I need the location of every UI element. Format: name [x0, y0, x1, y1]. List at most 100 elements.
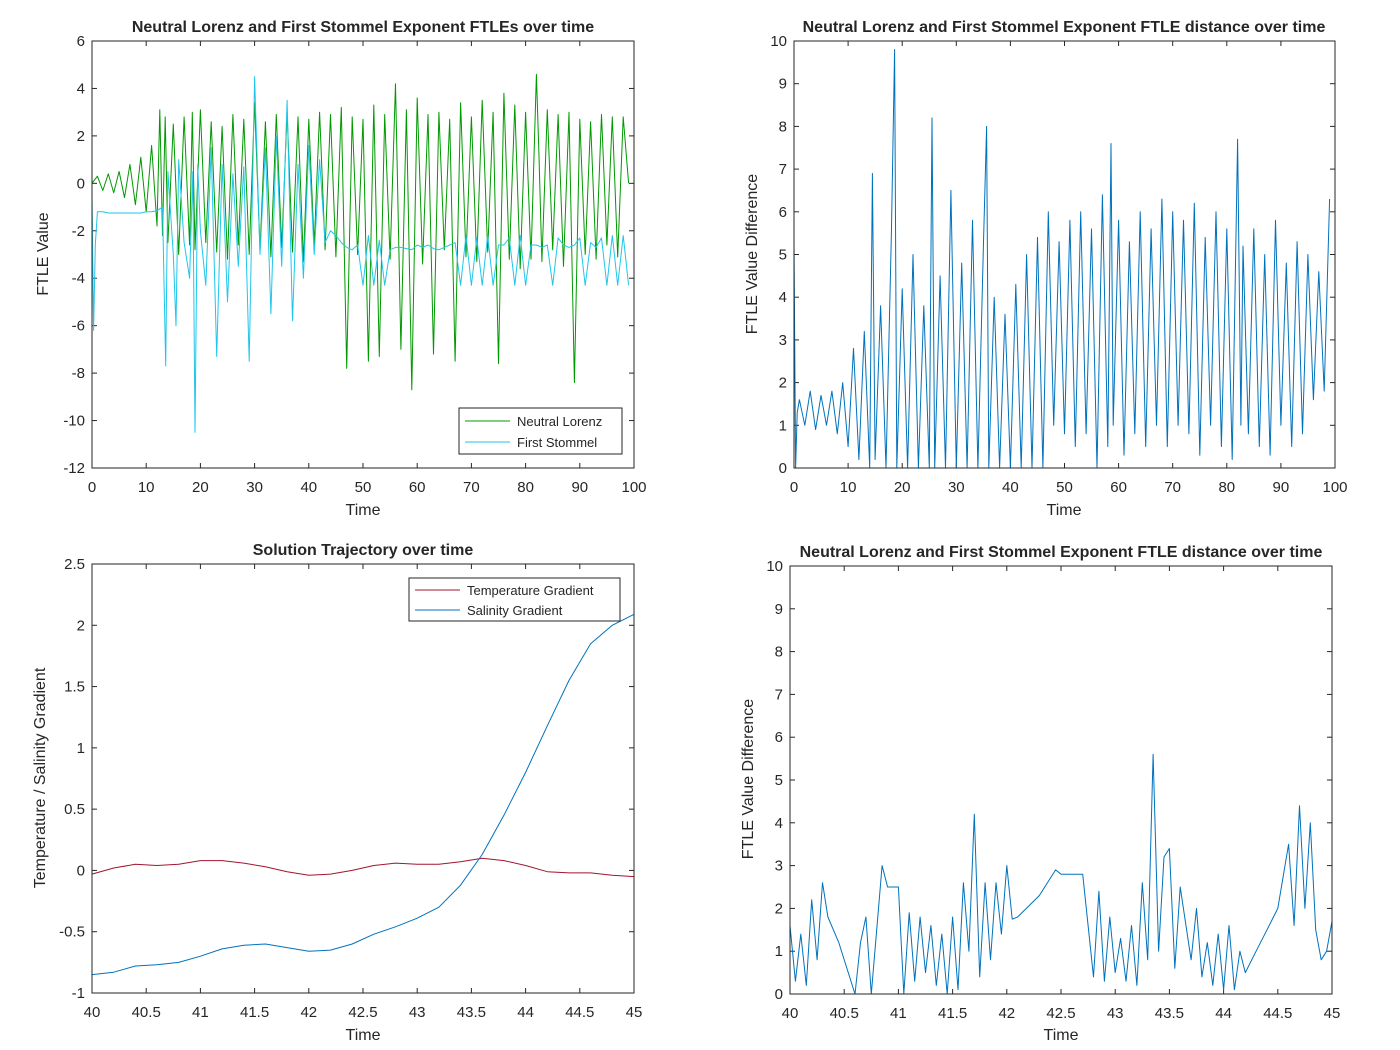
series-line-first-stommel — [91, 76, 630, 433]
y-tick-label: 0 — [775, 986, 783, 1003]
x-tick-label: 43 — [1107, 1005, 1124, 1022]
x-tick-label: 42 — [998, 1005, 1015, 1022]
series-layer — [789, 753, 1333, 995]
series-line-ftle-distance — [789, 753, 1333, 995]
y-tick-label: 10 — [766, 558, 783, 575]
x-tick-label: 43.5 — [457, 1004, 486, 1021]
legend-label-neutral-lorenz: Neutral Lorenz — [517, 414, 602, 429]
x-tick-label: 40 — [1002, 479, 1019, 496]
chart-title: Neutral Lorenz and First Stommel Exponen… — [132, 19, 594, 36]
series-layer — [91, 73, 630, 433]
x-tick-label: 40 — [300, 479, 317, 496]
series-line-ftle-distance — [793, 49, 1331, 469]
y-tick-label: 2 — [77, 128, 85, 145]
x-tick-label: 90 — [571, 479, 588, 496]
y-tick-label: -0.5 — [59, 924, 85, 941]
legend-box — [408, 577, 621, 622]
y-tick-label: 0 — [779, 460, 787, 477]
y-tick-label: 8 — [775, 644, 783, 661]
x-tick-label: 0 — [790, 479, 798, 496]
y-tick-label: 4 — [775, 815, 783, 832]
x-tick-label: 80 — [517, 479, 534, 496]
y-tick-label: -6 — [72, 318, 85, 335]
y-ticks: -12 -10 -8 -6 -4 -2 0 2 4 6 — [63, 33, 634, 477]
x-tick-label: 20 — [192, 479, 209, 496]
series-line-temperature-gradient — [91, 857, 635, 878]
x-tick-label: 42 — [300, 1004, 317, 1021]
x-tick-label: 40.5 — [132, 1004, 161, 1021]
y-tick-label: 7 — [779, 161, 787, 178]
y-axis-label: FTLE Value Difference — [744, 174, 761, 334]
y-tick-label: 0 — [77, 862, 85, 879]
x-ticks: 0 10 20 30 40 50 60 70 80 90 100 — [790, 41, 1348, 496]
y-tick-label: 1 — [775, 943, 783, 960]
y-tick-label: 4 — [779, 289, 787, 306]
chart-title: Neutral Lorenz and First Stommel Exponen… — [803, 19, 1326, 36]
y-axis-label: FTLE Value — [35, 212, 52, 295]
panel-ftle-distance-full: Neutral Lorenz and First Stommel Exponen… — [744, 19, 1348, 519]
panel-ftle-distance-zoom: Neutral Lorenz and First Stommel Exponen… — [740, 544, 1340, 1044]
series-layer — [793, 49, 1331, 469]
panel-ftle-over-time: Neutral Lorenz and First Stommel Exponen… — [35, 19, 647, 519]
y-tick-label: 5 — [779, 247, 787, 264]
y-tick-label: 2 — [77, 617, 85, 634]
x-tick-label: 43.5 — [1155, 1005, 1184, 1022]
x-tick-label: 40 — [84, 1004, 101, 1021]
x-tick-label: 42.5 — [1046, 1005, 1075, 1022]
y-tick-label: 2.5 — [64, 556, 85, 573]
y-tick-label: 6 — [77, 33, 85, 50]
y-tick-label: 8 — [779, 118, 787, 135]
y-tick-label: 0.5 — [64, 801, 85, 818]
x-tick-label: 30 — [246, 479, 263, 496]
legend-label-first-stommel: First Stommel — [517, 435, 597, 450]
legend-box — [458, 407, 623, 455]
y-tick-label: 1 — [779, 417, 787, 434]
x-tick-label: 10 — [138, 479, 155, 496]
y-tick-label: 2 — [775, 900, 783, 917]
x-tick-label: 70 — [1164, 479, 1181, 496]
y-tick-label: 3 — [779, 332, 787, 349]
y-tick-label: 3 — [775, 858, 783, 875]
y-tick-label: 9 — [775, 601, 783, 618]
y-axis-label: FTLE Value Difference — [740, 699, 757, 859]
plot-frame — [91, 563, 635, 994]
x-tick-label: 30 — [948, 479, 965, 496]
plot-frame — [793, 40, 1336, 469]
x-axis-label: Time — [346, 502, 381, 519]
x-tick-label: 44 — [1215, 1005, 1232, 1022]
legend: Temperature Gradient Salinity Gradient — [408, 577, 621, 622]
series-layer — [91, 613, 635, 976]
x-ticks: 0 10 20 30 40 50 60 70 80 90 100 — [88, 41, 647, 496]
y-tick-label: 10 — [770, 33, 787, 50]
x-ticks: 40 40.5 41 41.5 42 42.5 43 43.5 44 44.5 45 — [84, 564, 643, 1021]
x-tick-label: 41.5 — [240, 1004, 269, 1021]
x-tick-label: 0 — [88, 479, 96, 496]
y-ticks: 0 1 2 3 4 5 6 7 8 9 10 — [766, 558, 1332, 1003]
y-axis-label: Temperature / Salinity Gradient — [32, 667, 49, 888]
x-tick-label: 41 — [192, 1004, 209, 1021]
x-axis-label: Time — [346, 1027, 381, 1044]
x-tick-label: 45 — [626, 1004, 643, 1021]
x-tick-label: 44 — [517, 1004, 534, 1021]
x-tick-label: 43 — [409, 1004, 426, 1021]
x-tick-label: 40 — [782, 1005, 799, 1022]
x-tick-label: 80 — [1218, 479, 1235, 496]
y-tick-label: 6 — [775, 729, 783, 746]
y-tick-label: -1 — [72, 985, 85, 1002]
x-tick-label: 60 — [409, 479, 426, 496]
x-ticks: 40 40.5 41 41.5 42 42.5 43 43.5 44 44.5 45 — [782, 566, 1340, 1022]
y-tick-label: 1 — [77, 740, 85, 757]
y-tick-label: 7 — [775, 686, 783, 703]
y-ticks: -1 -0.5 0 0.5 1 1.5 2 2.5 — [59, 556, 634, 1002]
x-tick-label: 100 — [621, 479, 646, 496]
y-tick-label: 9 — [779, 76, 787, 93]
legend: Neutral Lorenz First Stommel — [458, 407, 623, 455]
chart-title: Neutral Lorenz and First Stommel Exponen… — [800, 544, 1323, 561]
x-axis-label: Time — [1047, 502, 1082, 519]
plot-frame — [91, 40, 635, 469]
y-tick-label: 0 — [77, 175, 85, 192]
x-tick-label: 50 — [1056, 479, 1073, 496]
x-axis-label: Time — [1044, 1027, 1079, 1044]
y-tick-label: 6 — [779, 204, 787, 221]
